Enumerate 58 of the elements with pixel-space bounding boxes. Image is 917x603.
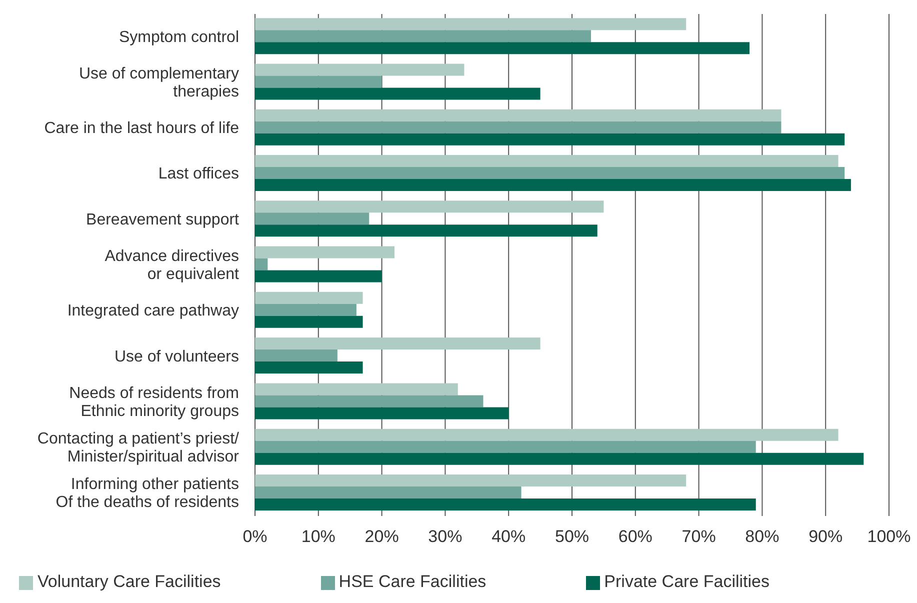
x-tick-label: 70% xyxy=(682,527,716,546)
bar xyxy=(255,212,370,225)
y-tick-label: Integrated care pathway xyxy=(67,302,239,320)
bar xyxy=(255,350,338,362)
bar xyxy=(255,395,484,408)
bar xyxy=(255,18,686,30)
y-tick-label: Informing other patients Of the deaths of residents xyxy=(56,476,239,511)
bar xyxy=(255,316,363,328)
y-tick-label: Advance directives or equivalent xyxy=(104,248,240,282)
x-tick-label: 40% xyxy=(492,527,526,546)
bar xyxy=(255,440,756,453)
legend-label: Voluntary Care Facilities xyxy=(37,572,221,591)
x-tick-label: 90% xyxy=(808,527,843,546)
bar xyxy=(255,258,268,270)
bar xyxy=(255,88,540,100)
bar xyxy=(255,338,540,350)
y-tick-label: Use of complementary therapies xyxy=(78,64,239,100)
bar xyxy=(255,292,363,304)
bar xyxy=(255,383,458,396)
bar xyxy=(255,64,464,76)
y-tick-label: Care in the last hours of life xyxy=(44,120,240,137)
x-tick-label: 60% xyxy=(618,527,652,546)
x-tick-label: 0% xyxy=(242,527,268,546)
bar xyxy=(255,486,522,498)
bar xyxy=(255,155,838,168)
y-tick-label: Last offices xyxy=(158,165,239,182)
x-tick-label: 10% xyxy=(301,527,336,546)
bar xyxy=(255,224,598,237)
x-tick-label: 80% xyxy=(745,527,780,546)
bar xyxy=(255,246,394,258)
x-tick-label: 50% xyxy=(554,527,590,546)
bar xyxy=(255,133,845,146)
bar xyxy=(255,304,356,316)
x-tick-label: 20% xyxy=(364,527,399,546)
bar xyxy=(255,200,604,213)
bar xyxy=(255,109,782,122)
bar xyxy=(255,474,686,486)
bar xyxy=(255,30,592,42)
bar xyxy=(255,498,756,510)
bar xyxy=(255,452,864,465)
bar xyxy=(255,42,750,54)
bar xyxy=(255,179,851,192)
y-tick-label: Bereavement support xyxy=(86,210,240,228)
bar xyxy=(255,167,845,180)
bar xyxy=(255,121,782,134)
x-tick-label: 100% xyxy=(867,527,911,546)
bar xyxy=(255,428,838,441)
legend-label: HSE Care Facilities xyxy=(338,572,486,591)
bar xyxy=(255,407,509,420)
y-tick-label: Needs of residents from Ethnic minority groups xyxy=(69,384,239,420)
x-tick-label: 30% xyxy=(428,527,462,546)
bar xyxy=(255,270,382,282)
y-tick-label: Contacting a patient’s priest/ Minister/spiritual advisor xyxy=(37,430,240,466)
bar xyxy=(255,76,382,88)
legend-label: Private Care Facilities xyxy=(604,572,770,591)
bar xyxy=(255,362,363,374)
y-tick-label: Use of volunteers xyxy=(114,348,239,365)
y-tick-label: Symptom control xyxy=(118,28,239,46)
